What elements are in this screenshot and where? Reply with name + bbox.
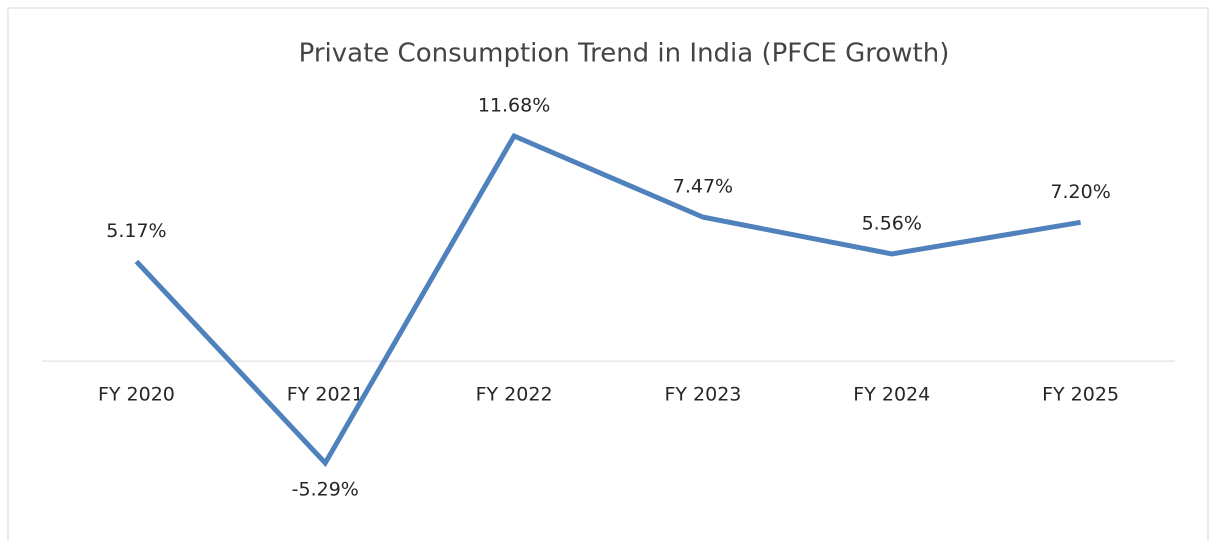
x-tick-label: FY 2024 (853, 384, 930, 406)
x-tick-label: FY 2022 (476, 384, 553, 406)
data-label: 7.47% (673, 176, 733, 198)
data-label: 11.68% (478, 95, 550, 117)
chart-title: Private Consumption Trend in India (PFCE… (299, 39, 950, 69)
chart-frame (7, 7, 1209, 541)
data-line (134, 132, 1081, 468)
x-tick-label: FY 2021 (287, 384, 364, 406)
data-label: 7.20% (1050, 181, 1110, 203)
data-label: -5.29% (292, 479, 359, 501)
data-label: 5.17% (106, 220, 166, 242)
x-tick-label: FY 2023 (664, 384, 741, 406)
x-tick-label: FY 2020 (98, 384, 175, 406)
x-tick-label: FY 2025 (1042, 384, 1119, 406)
data-label: 5.56% (862, 212, 922, 234)
